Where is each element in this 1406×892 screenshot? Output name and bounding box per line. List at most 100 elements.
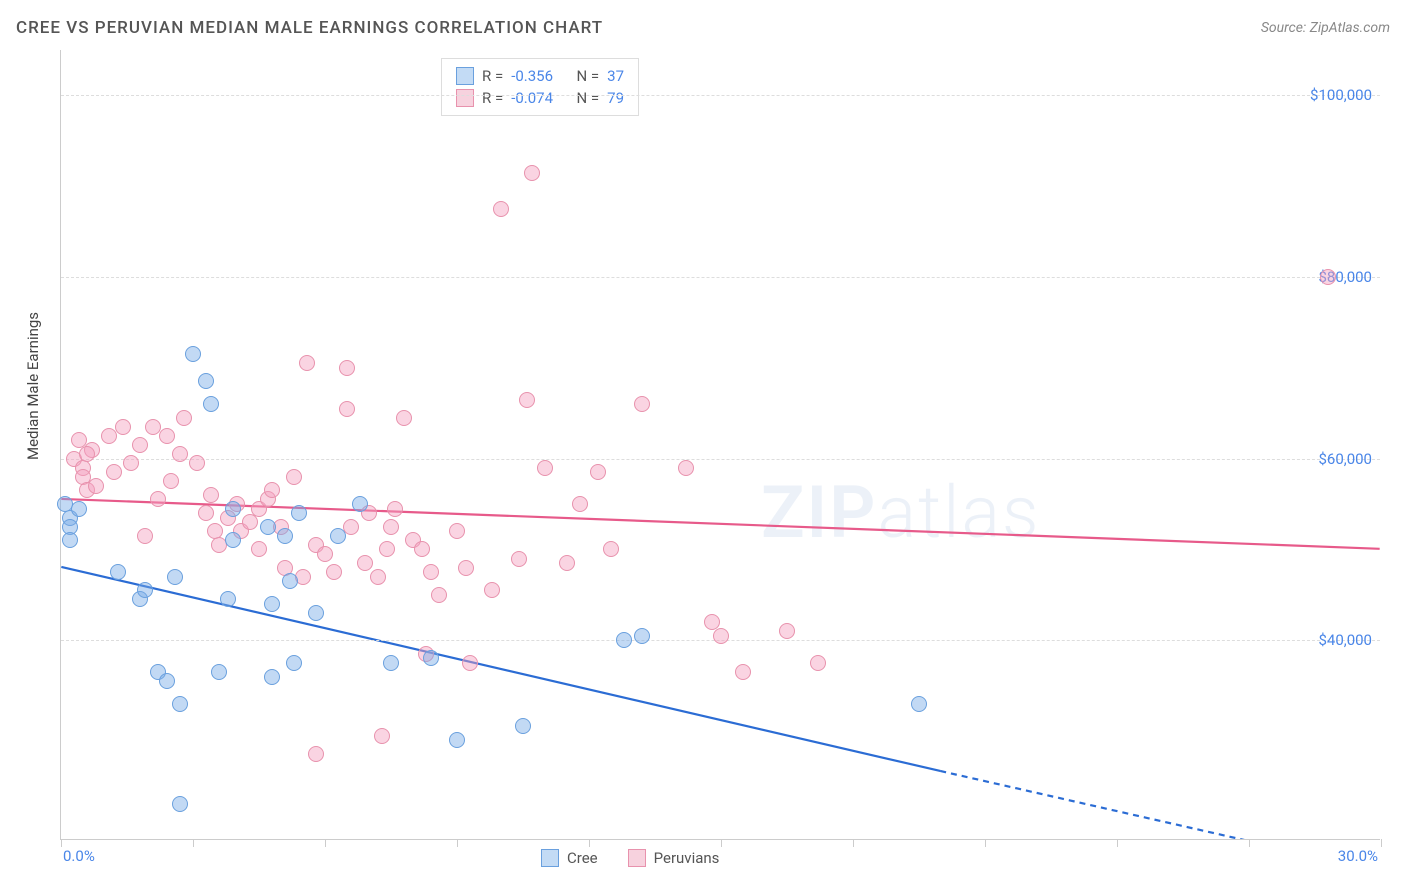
cree-marker — [264, 596, 280, 612]
peruvians-marker — [150, 491, 166, 507]
gridline — [61, 95, 1380, 96]
cree-marker — [225, 501, 241, 517]
stats-legend: R = -0.356 N = 37 R = -0.074 N = 79 — [441, 58, 639, 116]
peruvians-marker — [511, 551, 527, 567]
cree-marker — [260, 519, 276, 535]
swatch-cree — [456, 67, 474, 85]
series-legend: Cree Peruvians — [541, 849, 719, 867]
peruvians-marker — [449, 523, 465, 539]
cree-marker — [220, 591, 236, 607]
peruvians-marker — [198, 505, 214, 521]
watermark-zip: ZIP — [761, 470, 877, 555]
x-tick — [457, 839, 458, 847]
cree-marker — [225, 532, 241, 548]
peruvians-marker — [458, 560, 474, 576]
peruvians-marker — [132, 437, 148, 453]
peruvians-marker — [176, 410, 192, 426]
cree-marker — [330, 528, 346, 544]
peruvians-marker — [524, 165, 540, 181]
peruvians-marker — [286, 469, 302, 485]
peruvians-marker — [423, 564, 439, 580]
y-tick-label: $60,000 — [1318, 450, 1372, 468]
plot-area: ZIPatlas R = -0.356 N = 37 R = -0.074 N … — [60, 50, 1380, 840]
peruvians-marker — [537, 460, 553, 476]
n-label: N = — [576, 67, 599, 85]
cree-marker — [264, 669, 280, 685]
cree-marker — [286, 655, 302, 671]
peruvians-marker — [383, 519, 399, 535]
peruvians-marker — [79, 446, 95, 462]
r-label: R = — [482, 67, 503, 85]
cree-marker — [423, 650, 439, 666]
peruvians-marker — [115, 419, 131, 435]
peruvians-marker — [810, 655, 826, 671]
peruvians-marker — [493, 201, 509, 217]
peruvians-r-value: -0.074 — [511, 89, 553, 107]
trend-lines — [61, 50, 1380, 839]
peruvians-marker — [326, 564, 342, 580]
peruvians-marker — [735, 664, 751, 680]
cree-marker — [634, 628, 650, 644]
cree-marker — [62, 532, 78, 548]
peruvians-marker — [414, 541, 430, 557]
x-tick — [721, 839, 722, 847]
peruvians-marker — [387, 501, 403, 517]
peruvians-marker — [379, 541, 395, 557]
x-tick — [193, 839, 194, 847]
cree-marker — [211, 664, 227, 680]
cree-marker — [185, 346, 201, 362]
cree-marker — [167, 569, 183, 585]
peruvians-marker — [308, 746, 324, 762]
y-tick-label: $100,000 — [1310, 86, 1372, 104]
peruvians-marker — [163, 473, 179, 489]
legend-item-peruvians: Peruvians — [628, 849, 720, 867]
x-tick — [853, 839, 854, 847]
cree-marker — [352, 496, 368, 512]
swatch-peruvians — [456, 89, 474, 107]
n-label: N = — [576, 89, 599, 107]
x-tick — [1381, 839, 1382, 847]
cree-marker — [277, 528, 293, 544]
peruvians-marker — [572, 496, 588, 512]
x-max-label: 30.0% — [1338, 847, 1378, 865]
peruvians-marker — [431, 587, 447, 603]
swatch-peruvians — [628, 849, 646, 867]
cree-marker — [911, 696, 927, 712]
peruvians-marker — [370, 569, 386, 585]
peruvians-marker — [123, 455, 139, 471]
cree-marker — [308, 605, 324, 621]
chart-title: CREE VS PERUVIAN MEDIAN MALE EARNINGS CO… — [16, 18, 603, 38]
cree-marker — [172, 796, 188, 812]
cree-marker — [159, 673, 175, 689]
peruvians-marker — [251, 541, 267, 557]
peruvians-marker — [634, 396, 650, 412]
cree-marker — [198, 373, 214, 389]
cree-n-value: 37 — [607, 67, 624, 85]
legend-label-cree: Cree — [567, 849, 598, 867]
watermark-atlas: atlas — [877, 470, 1040, 555]
cree-marker — [291, 505, 307, 521]
peruvians-marker — [317, 546, 333, 562]
stats-row-peruvians: R = -0.074 N = 79 — [456, 87, 624, 109]
legend-label-peruvians: Peruvians — [654, 849, 720, 867]
peruvians-marker — [172, 446, 188, 462]
cree-marker — [137, 582, 153, 598]
peruvians-marker — [396, 410, 412, 426]
peruvians-marker — [559, 555, 575, 571]
cree-marker — [515, 718, 531, 734]
peruvians-marker — [242, 514, 258, 530]
source-label: Source: ZipAtlas.com — [1261, 20, 1390, 36]
x-tick — [589, 839, 590, 847]
peruvians-marker — [779, 623, 795, 639]
peruvians-marker — [603, 541, 619, 557]
peruvians-marker — [88, 478, 104, 494]
cree-marker — [172, 696, 188, 712]
peruvians-marker — [299, 355, 315, 371]
peruvians-marker — [137, 528, 153, 544]
cree-marker — [71, 501, 87, 517]
peruvians-marker — [357, 555, 373, 571]
peruvians-marker — [484, 582, 500, 598]
peruvians-marker — [590, 464, 606, 480]
chart-container: CREE VS PERUVIAN MEDIAN MALE EARNINGS CO… — [0, 0, 1406, 892]
legend-item-cree: Cree — [541, 849, 598, 867]
